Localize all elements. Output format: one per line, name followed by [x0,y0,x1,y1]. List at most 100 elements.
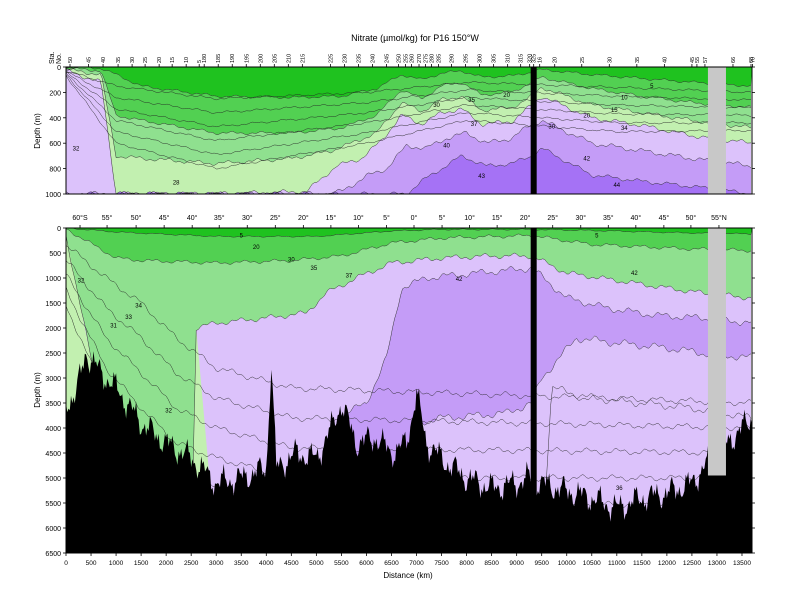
distance-tick-label: 8000 [459,560,474,567]
station-tick-label: 320 [528,54,534,63]
top-band-nitrate-40-42 [66,120,751,194]
top-contour-line [65,70,752,101]
top-band-nitrate-30-35 [66,68,751,194]
station-tick-label: 45 [690,57,696,63]
bottom-contour-label: 42 [456,277,463,283]
distance-tick-label: 10000 [558,560,576,567]
bottom-contour-label: 32 [78,279,85,285]
bottom-y-tick-label: 1000 [45,276,61,283]
top-contour-label: 30 [548,125,555,131]
bottom-contour-label: 30 [288,258,295,264]
bottom-y-tick-label: 2500 [45,351,61,358]
latitude-tick-label: 10° [464,214,475,222]
latitude-tick-label: 0° [411,214,418,222]
station-tick-label: 30 [130,57,136,63]
station-tick-label: 300 [478,54,484,63]
top-y-tick-label: 400 [49,116,61,123]
station-tick-label: 190 [230,54,236,63]
latitude-tick-label: 40° [631,214,642,222]
station-tick-label: 30 [607,57,613,63]
bottom-contour-label: 35 [311,266,318,272]
station-tick-label: 66 [731,57,737,63]
station-tick-label: 50 [68,57,74,63]
bottom-y-tick-label: 1500 [45,301,61,308]
station-tick-label: 20 [553,57,559,63]
bottom-y-tick-label: 6000 [45,526,61,533]
bottom-contour-label: 42 [631,271,638,277]
bottom-band-nitrate-38-40 [66,335,751,553]
station-tick-label: 225 [328,54,334,63]
top-contour-label: 34 [621,126,628,132]
latitude-tick-label: 20° [298,214,309,222]
bottom-contour-label: 36 [616,486,623,492]
bottom-y-tick-label: 6500 [45,551,61,558]
station-tick-label: 180 [202,54,208,63]
distance-tick-label: 10500 [583,560,601,567]
station-tick-label: 195 [244,54,250,63]
top-gap-grey [707,67,726,194]
station-tick-label: 290 [450,54,456,63]
station-tick-label: 295 [464,54,470,63]
distance-tick-label: 12500 [683,560,701,567]
distance-tick-label: 6500 [384,560,399,567]
top-contour-label: 20 [583,113,590,119]
top-contour-label: 30 [433,103,440,109]
station-tick-label: 10 [184,57,190,63]
top-y-tick-label: 600 [49,141,61,148]
distance-tick-label: 4000 [259,560,274,567]
bottom-contour-line [65,245,752,407]
top-contour-line [65,120,752,195]
distance-tick-label: 5000 [309,560,324,567]
bottom-y-tick-label: 2000 [45,326,61,333]
station-tick-label: 310 [506,54,512,63]
latitude-tick-label: 45° [159,214,170,222]
station-tick-label: 280 [430,54,436,63]
station-tick-label: 45 [87,57,93,63]
station-tick-label: 205 [272,54,278,63]
bottom-band-nitrate-20-30 [66,228,751,553]
bottom-gap-black [530,228,537,553]
station-tick-label: 305 [492,54,498,63]
bottom-contour-label: 20 [253,245,260,251]
latitude-tick-label: 45° [659,214,670,222]
top-contour-line [65,72,752,141]
distance-tick-label: 1500 [134,560,149,567]
top-y-tick-label: 800 [49,167,61,174]
station-tick-label: 255 [403,54,409,63]
latitude-tick-label: 50° [131,214,142,222]
station-tick-label: 40 [101,57,107,63]
station-tick-label: 270 [417,54,423,63]
top-contour-label: 40 [443,144,450,150]
station-axis-label-no: No. [56,53,63,64]
top-contour-label: 5 [650,84,654,90]
top-contour-label: 42 [583,156,590,162]
latitude-tick-label: 15° [492,214,503,222]
station-tick-label: 275 [424,54,430,63]
bottom-band-nitrate-5-20 [66,228,751,265]
station-tick-label: 20 [157,57,163,63]
station-tick-label: 230 [342,54,348,63]
station-tick-label: 15 [170,57,176,63]
bottom-contour-label: 32 [165,409,172,415]
distance-tick-label: 9000 [509,560,524,567]
station-tick-label: 315 [519,54,525,63]
top-contour-line [65,74,752,155]
top-contour-label: 44 [613,183,620,189]
distance-tick-label: 0 [64,560,68,567]
top-contour-line [65,71,752,128]
top-contour-label: 20 [503,93,510,99]
top-contour-label: 35 [468,98,475,104]
top-band-nitrate-lt-5 [66,67,752,99]
distance-tick-label: 12000 [658,560,676,567]
station-tick-label: 325 [532,54,538,63]
latitude-tick-label: 30° [242,214,253,222]
distance-tick-label: 3500 [234,560,249,567]
top-band-nitrate-20-30 [66,67,751,166]
station-tick-label: 5 [197,60,203,63]
bottom-band-nitrate-40-42 [66,266,751,553]
top-y-tick-label: 1000 [45,192,61,199]
bottom-y-tick-label: 0 [57,226,61,233]
bottom-band-nitrate-lt-5 [66,228,752,238]
latitude-tick-label: 25° [270,214,281,222]
